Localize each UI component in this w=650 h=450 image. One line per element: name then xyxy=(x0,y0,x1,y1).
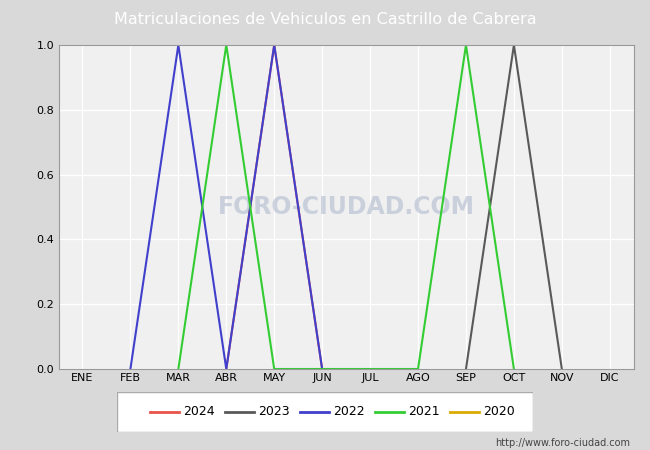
Text: 2023: 2023 xyxy=(259,405,290,418)
Text: http://www.foro-ciudad.com: http://www.foro-ciudad.com xyxy=(495,438,630,448)
Text: 2021: 2021 xyxy=(408,405,440,418)
Text: 2020: 2020 xyxy=(483,405,515,418)
Text: 2022: 2022 xyxy=(333,405,365,418)
Text: 2024: 2024 xyxy=(183,405,215,418)
Text: Matriculaciones de Vehiculos en Castrillo de Cabrera: Matriculaciones de Vehiculos en Castrill… xyxy=(114,12,536,27)
Text: FORO-CIUDAD.COM: FORO-CIUDAD.COM xyxy=(218,195,474,219)
